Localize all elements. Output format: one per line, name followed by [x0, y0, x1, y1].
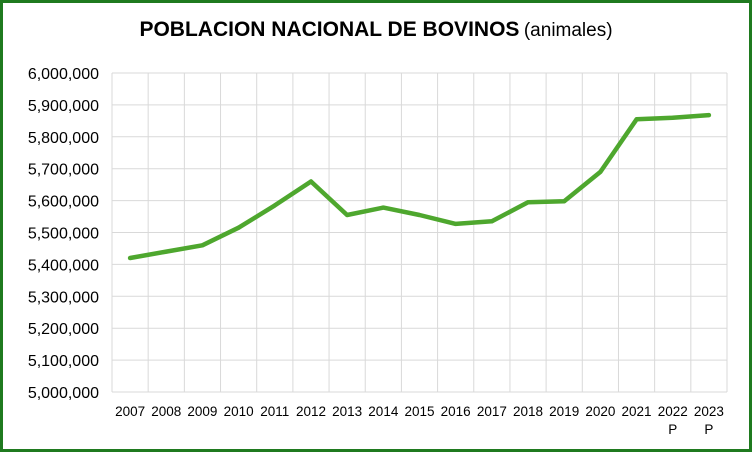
x-tick-label: 2016: [441, 404, 471, 419]
x-tick-label: 2014: [368, 404, 399, 419]
data-point: [453, 221, 458, 226]
data-point: [381, 205, 386, 210]
data-point: [634, 117, 639, 122]
data-point: [417, 212, 422, 217]
chart-title-block: POBLACION NACIONAL DE BOVINOS (animales): [0, 18, 752, 42]
y-tick-label: 6,000,000: [28, 66, 99, 83]
data-point: [598, 169, 603, 174]
y-axis-ticks: 5,000,000 5,100,000 5,200,000 5,300,000 5,40…: [28, 66, 99, 402]
x-tick-label: 2008: [151, 404, 181, 419]
data-point: [562, 199, 567, 204]
y-tick-label: 5,900,000: [28, 98, 99, 115]
data-point: [308, 179, 313, 184]
chart-title: POBLACION NACIONAL DE BOVINOS: [139, 18, 520, 41]
x-axis-ticks: 2007 2008 2009 2010 2011 2012 2013 2014 2015 2016…: [115, 404, 724, 437]
data-point: [272, 203, 277, 208]
x-tick-label: 2009: [187, 404, 217, 419]
x-tick-label: 2013: [332, 404, 362, 419]
series-layer: [127, 112, 712, 261]
x-tick-label: 2015: [404, 404, 434, 419]
y-tick-label: 5,300,000: [28, 289, 99, 306]
data-point: [128, 256, 133, 261]
x-tick-label: 2011: [260, 404, 289, 419]
data-point: [236, 225, 241, 230]
y-tick-label: 5,000,000: [28, 385, 99, 402]
y-tick-label: 5,700,000: [28, 162, 99, 179]
x-tick-label: 2022 P: [658, 404, 688, 437]
gridlines: [111, 72, 728, 393]
y-tick-label: 5,100,000: [28, 353, 99, 370]
x-tick-label: 2017: [477, 404, 507, 419]
x-tick-label: 2023 P: [694, 404, 724, 437]
data-point: [526, 200, 531, 205]
y-tick-label: 5,800,000: [28, 130, 99, 147]
y-tick-label: 5,600,000: [28, 194, 99, 211]
data-point: [706, 113, 711, 118]
x-tick-label: 2018: [513, 404, 543, 419]
x-tick-label: 2007: [115, 404, 145, 419]
y-tick-label: 5,500,000: [28, 226, 99, 243]
x-tick-label: 2012: [296, 404, 326, 419]
y-tick-label: 5,400,000: [28, 257, 99, 274]
data-point: [164, 249, 169, 254]
x-tick-label: 2010: [224, 404, 254, 419]
y-tick-label: 5,200,000: [28, 321, 99, 338]
data-point: [200, 243, 205, 248]
data-point: [489, 219, 494, 224]
data-point: [345, 212, 350, 217]
x-tick-label: 2019: [549, 404, 579, 419]
chart-subtitle: (animales): [523, 20, 613, 41]
data-point: [670, 115, 675, 120]
x-tick-label: 2020: [585, 404, 615, 419]
x-tick-label: 2021: [622, 404, 652, 419]
